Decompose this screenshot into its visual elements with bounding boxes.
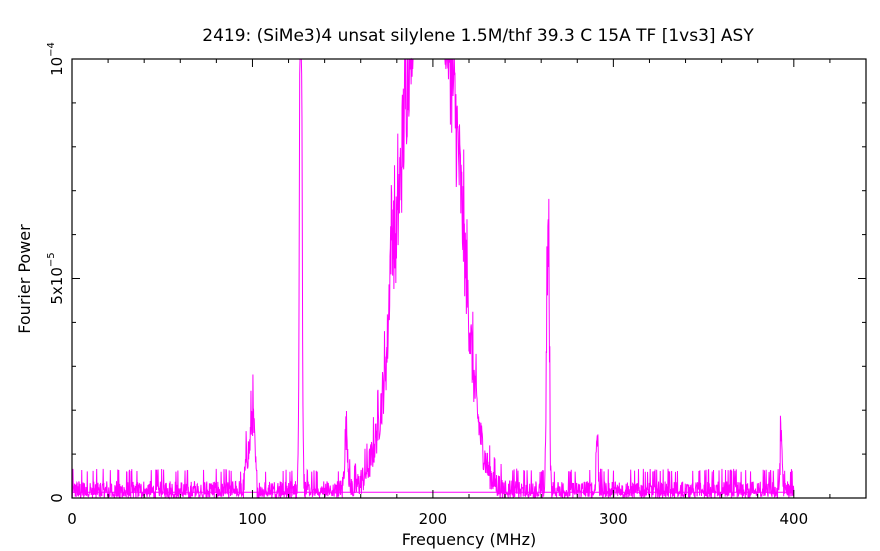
y-tick-label: 10−4 <box>46 42 66 76</box>
x-tick-label: 0 <box>67 510 77 528</box>
x-tick-label: 400 <box>779 510 808 528</box>
y-tick-exponent: −4 <box>46 42 57 57</box>
plot-area: 0 100 200 300 400 0 5x10−5 10−4 <box>46 42 867 528</box>
plot-frame <box>71 58 867 499</box>
y-tick-text: 0 <box>48 493 66 503</box>
chart-title: 2419: (SiMe3)4 unsat silylene 1.5M/thf 3… <box>202 26 754 46</box>
x-tick-label: 300 <box>599 510 628 528</box>
y-tick-exponent: −5 <box>46 252 57 267</box>
x-axis-label: Frequency (MHz) <box>402 530 536 549</box>
x-axis-ticks: 0 100 200 300 400 <box>67 59 831 528</box>
y-axis-label: Fourier Power <box>15 224 34 334</box>
y-tick-label: 0 <box>48 493 66 503</box>
y-tick-label: 5x10−5 <box>46 252 66 304</box>
y-axis-ticks: 0 5x10−5 10−4 <box>46 42 866 503</box>
x-tick-label: 100 <box>238 510 267 528</box>
x-tick-label: 200 <box>419 510 448 528</box>
spectrum-series-line <box>71 57 795 500</box>
y-tick-mantissa: 5x10 <box>48 267 66 305</box>
y-tick-mantissa: 10 <box>48 57 66 76</box>
series-layer <box>71 57 795 500</box>
